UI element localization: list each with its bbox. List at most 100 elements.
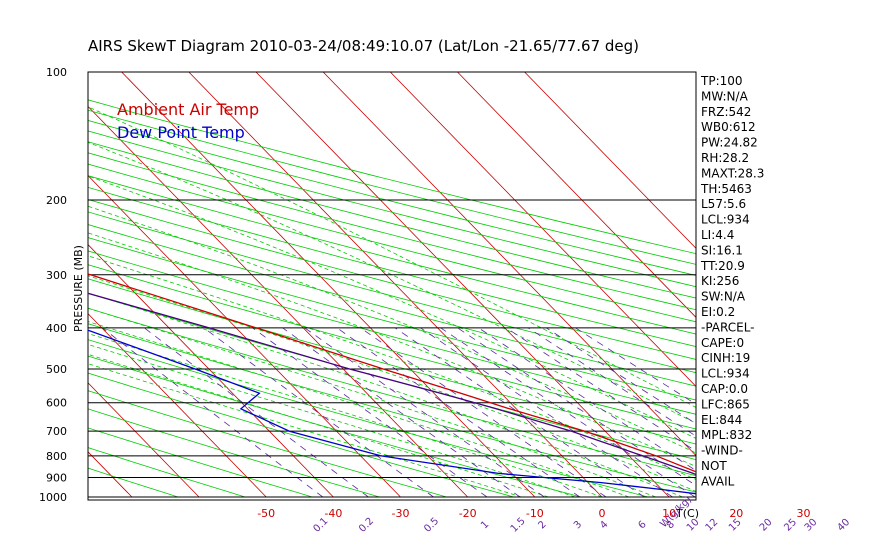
pressure-tick-label: 1000 [39, 491, 67, 504]
legend-dew-point: Dew Point Temp [117, 123, 245, 142]
dry-adiabat-line [88, 99, 696, 255]
dry-adiabat-line [88, 355, 581, 498]
pressure-tick-label: 200 [46, 194, 67, 207]
chart-title: AIRS SkewT Diagram 2010-03-24/08:49:10.0… [88, 37, 639, 55]
index-item: PW:24.82 [701, 136, 758, 150]
dry-adiabat-line [88, 109, 696, 265]
dry-adiabat-line [88, 130, 696, 288]
dry-adiabat-line [88, 408, 380, 498]
isotherm-line [88, 313, 267, 498]
index-item: KI:256 [701, 274, 739, 288]
parcel-profile [88, 292, 696, 476]
dry-adiabat-line [88, 186, 696, 347]
dry-adiabat-line [88, 447, 246, 498]
pressure-lines [87, 71, 697, 501]
isotherm-line [390, 72, 696, 388]
dry-adiabat-line [88, 390, 447, 498]
bottom-temp-tick-label: 0 [599, 507, 606, 520]
bottom-temp-tick-label: -30 [392, 507, 410, 520]
index-item: EI:0.2 [701, 305, 735, 319]
index-item: SI:16.1 [701, 243, 743, 257]
pressure-tick-label: 900 [46, 472, 67, 485]
mixing-ratio-tick-label: 12 [704, 517, 721, 534]
pressure-tick-label: 600 [46, 397, 67, 410]
dry-adiabat-line [88, 120, 696, 276]
moist-adiabat-line [88, 205, 696, 454]
index-item: L57:5.6 [701, 197, 746, 211]
pressure-tick-label: 400 [46, 322, 67, 335]
legend-air-temp: Ambient Air Temp [117, 100, 259, 119]
index-item: WB0:612 [701, 120, 756, 134]
x-axis-label-temp: T(C) [675, 507, 699, 520]
bottom-temp-tick-label: 20 [729, 507, 743, 520]
dry-adiabat-line [88, 427, 313, 498]
mixing-ratio-tick-label: 40 [835, 517, 852, 534]
dry-adiabat-line [88, 163, 696, 323]
isotherm-line [322, 72, 696, 457]
moist-adiabat-line [88, 141, 696, 424]
dry-adiabat-line [88, 278, 696, 445]
bottom-temp-tick-label: -50 [257, 507, 275, 520]
dry-adiabat-line [88, 175, 696, 335]
y-axis-label: PRESSURE (MB) [72, 245, 85, 332]
dry-adiabat-line [88, 307, 696, 477]
isotherm-line [88, 382, 200, 498]
dew-point-profile [88, 329, 696, 495]
bottom-temp-tick-label: -10 [526, 507, 544, 520]
mixing-ratio-tick-label: 0.5 [422, 516, 441, 535]
index-item: CAP:0.0 [701, 382, 748, 396]
bottom-temp-tick-label: -20 [459, 507, 477, 520]
mixing-ratio-tick-label: 4 [598, 519, 610, 531]
dry-adiabat-line [88, 224, 696, 387]
moist-adiabat-line [88, 363, 522, 498]
moist-adiabat-line [88, 343, 576, 498]
index-item: LI:4.4 [701, 228, 734, 242]
sounding-profiles [88, 273, 696, 495]
index-item: CAPE:0 [701, 336, 744, 350]
dry-adiabat-line [88, 211, 696, 374]
dry-adiabat-line [88, 250, 696, 415]
mixing-ratio-tick-label: 3 [572, 519, 584, 531]
moist-adiabat-line [88, 175, 696, 439]
air-temp-profile [88, 273, 696, 473]
moist-adiabat-line [88, 307, 656, 498]
pressure-tick-label: 300 [46, 269, 67, 282]
bottom-temp-tick-label: 10 [662, 507, 676, 520]
moist-adiabat-line [88, 255, 696, 480]
index-item: MW:N/A [701, 89, 749, 103]
isotherm-line [255, 72, 670, 498]
mixing-ratio-tick-label: 1 [479, 519, 491, 531]
moist-adiabat-line [88, 333, 603, 498]
mixing-ratio-tick-label: 0.2 [357, 516, 376, 535]
legend: Ambient Air Temp Dew Point Temp [117, 100, 259, 142]
index-item: -PARCEL- [701, 320, 755, 334]
index-item: EL:844 [701, 413, 742, 427]
dry-adiabat-line [88, 339, 649, 498]
moist-adiabat-line [88, 106, 696, 408]
dry-adiabat-line [88, 152, 696, 311]
isotherm-line [524, 72, 696, 249]
plot-frame [87, 71, 697, 501]
index-item: TH:5463 [700, 182, 752, 196]
pressure-tick-label: 500 [46, 363, 67, 376]
dry-adiabat-line [88, 141, 696, 299]
isotherm-line [88, 174, 401, 498]
mixing-ratio-tick-label: 20 [758, 517, 775, 534]
index-item: RH:28.2 [701, 151, 749, 165]
moist-adiabat-line [88, 275, 696, 492]
bottom-temp-tick-label: 30 [796, 507, 810, 520]
index-item: CINH:19 [701, 351, 750, 365]
index-item: TT:20.9 [700, 259, 745, 273]
index-item: -WIND- [701, 444, 743, 458]
index-item: MPL:832 [701, 428, 752, 442]
moist-adiabat-line [88, 232, 696, 468]
index-item: SW:N/A [701, 290, 746, 304]
index-item: LCL:934 [701, 213, 750, 227]
index-item: FRZ:542 [701, 105, 751, 119]
dry-adiabat-line [88, 372, 514, 498]
pressure-tick-label: 100 [46, 66, 67, 79]
pressure-tick-label: 700 [46, 425, 67, 438]
dry-adiabat-line [88, 323, 696, 493]
